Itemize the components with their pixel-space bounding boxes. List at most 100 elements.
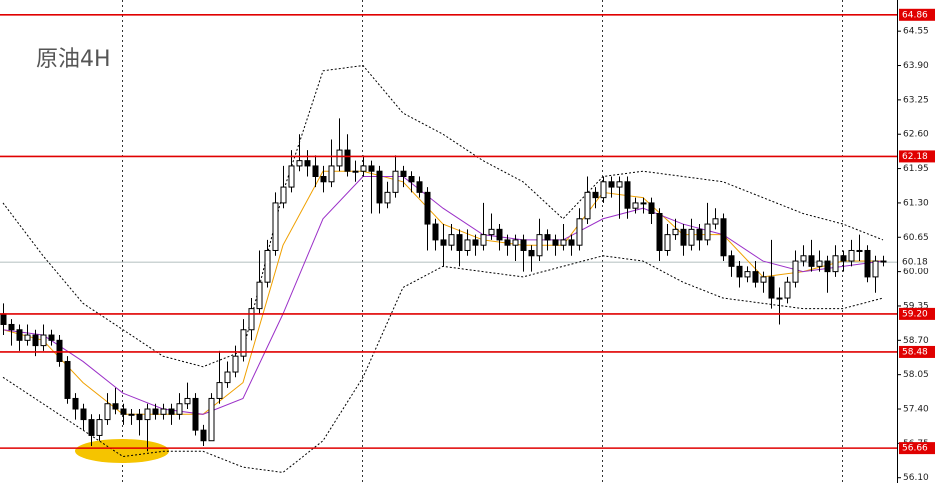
candle-body	[472, 239, 479, 246]
level-label-box	[899, 442, 935, 455]
y-tick-label: 58.70	[903, 336, 929, 346]
candle-body	[120, 408, 127, 415]
candle-body	[464, 239, 471, 251]
candle-body	[304, 160, 311, 167]
candle-body	[256, 281, 263, 310]
candle-body	[840, 255, 847, 262]
candle-body	[8, 323, 15, 331]
candle-body	[224, 371, 231, 384]
candle-body	[648, 202, 655, 214]
candle-body	[240, 329, 247, 357]
candle-body	[328, 165, 335, 183]
candle-body	[424, 191, 431, 225]
y-tick-label: 60.65	[903, 233, 929, 243]
level-label: 58.48	[902, 347, 928, 357]
y-tick-label: 63.25	[903, 95, 929, 105]
candle-body	[624, 181, 631, 209]
candle-body	[160, 408, 167, 415]
candle-body	[24, 334, 31, 341]
candle-body	[336, 149, 343, 167]
last-price-box	[899, 256, 935, 269]
candle-body	[16, 329, 23, 341]
candle-body	[864, 249, 871, 278]
candle-body	[520, 239, 527, 251]
y-tick-label: 58.05	[903, 370, 929, 380]
candle-body	[504, 239, 511, 246]
candle-body	[704, 223, 711, 241]
candle-body	[96, 419, 103, 436]
candle-body	[584, 191, 591, 220]
candle-body	[688, 228, 695, 246]
candle-body	[80, 408, 87, 421]
candle-body	[88, 419, 95, 436]
candle-body	[416, 181, 423, 193]
y-tick-label: 57.40	[903, 405, 929, 415]
candle-body	[712, 218, 719, 225]
candle-body	[144, 408, 151, 421]
candle-body	[72, 397, 79, 410]
y-tick-label: 61.95	[903, 164, 929, 174]
candle-body	[208, 397, 215, 442]
candle-body	[440, 239, 447, 246]
candle-body	[384, 191, 391, 204]
candle-body	[0, 313, 7, 325]
candle-body	[408, 176, 415, 183]
level-label: 62.18	[902, 152, 928, 162]
candle-body	[296, 160, 303, 167]
y-tick-label: 61.30	[903, 198, 929, 208]
candle-body	[760, 276, 767, 283]
candle-body	[784, 281, 791, 299]
candle-body	[216, 382, 223, 399]
candle-body	[680, 228, 687, 246]
candle-body	[640, 202, 647, 205]
candle-body	[536, 234, 543, 257]
candle-body	[104, 403, 111, 421]
candle-body	[752, 271, 759, 283]
candle-body	[632, 202, 639, 209]
candle-body	[856, 249, 863, 252]
candle-body	[128, 413, 135, 416]
candle-body	[56, 339, 63, 362]
candle-body	[728, 255, 735, 267]
candle-body	[696, 228, 703, 241]
candle-body	[808, 255, 815, 267]
candle-body	[112, 403, 119, 410]
candle-body	[264, 249, 271, 283]
candle-body	[232, 355, 239, 373]
candle-body	[400, 170, 407, 178]
candle-body	[376, 170, 383, 204]
candle-body	[32, 334, 39, 347]
y-tick-label: 64.55	[903, 27, 929, 37]
level-label-box	[899, 345, 935, 358]
candle-body	[360, 165, 367, 172]
candle-body	[720, 218, 727, 257]
y-tick-label: 62.60	[903, 130, 929, 140]
indicator-line	[2, 176, 884, 415]
candle-body	[280, 186, 287, 204]
candle-body	[512, 239, 519, 246]
candle-body	[600, 181, 607, 199]
candle-body	[608, 181, 615, 188]
last-price-label: 60.18	[902, 258, 928, 268]
y-tick-label: 59.35	[903, 301, 929, 311]
candle-body	[656, 212, 663, 251]
level-label-box	[899, 8, 935, 21]
candle-body	[192, 397, 199, 431]
candle-body	[736, 265, 743, 278]
candle-body	[488, 228, 495, 236]
candle-body	[560, 239, 567, 246]
level-label: 56.66	[902, 444, 928, 454]
indicator-line	[2, 64, 884, 368]
candle-body	[344, 149, 351, 172]
candle-body	[272, 202, 279, 251]
candle-body	[616, 181, 623, 188]
level-label: 64.86	[902, 10, 928, 20]
candle-body	[64, 360, 71, 399]
candle-body	[200, 429, 207, 442]
candle-body	[880, 260, 887, 263]
candle-body	[800, 255, 807, 262]
y-tick-label: 63.90	[903, 61, 929, 71]
candle-body	[672, 228, 679, 236]
candle-body	[792, 260, 799, 283]
